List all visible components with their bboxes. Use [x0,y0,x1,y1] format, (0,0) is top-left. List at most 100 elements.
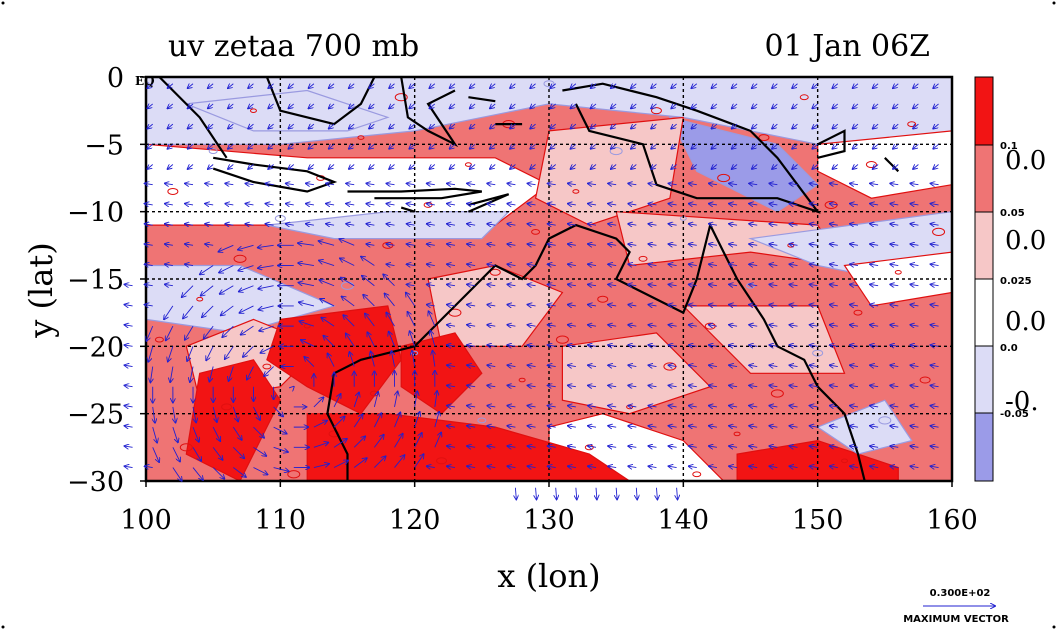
wind-vector [651,144,657,148]
wind-vector [125,325,133,326]
wind-vector [608,365,617,366]
wind-vector [873,84,879,88]
wind-vector [247,366,254,380]
wind-vector [507,264,516,265]
wind-vector [309,124,315,128]
wind-vector [386,224,395,225]
wind-vector [323,336,335,347]
wind-vector [628,264,637,265]
wind-vector [528,244,536,245]
wind-vector [165,183,173,184]
wind-vector [209,366,214,382]
wind-vector [689,466,697,467]
wind-vector [313,443,328,448]
wind-vector [192,467,203,480]
wind-vector [709,365,717,366]
wind-vector [677,487,678,500]
wind-vector [507,183,516,184]
wind-vector [893,84,899,88]
wind-vector [530,124,536,128]
wind-vector [712,124,718,128]
wind-vector [168,165,174,169]
contour-blob [208,148,218,154]
wind-vector [329,144,335,148]
wind-vector [691,165,698,169]
wind-vector [487,385,496,386]
wind-vector [588,345,597,346]
contour-blob [518,377,526,383]
wind-vector [204,325,214,339]
wind-vector [147,144,154,148]
wind-vector [712,165,718,169]
wind-vector [931,224,939,225]
wind-vector [648,284,657,285]
wind-vector [125,385,133,386]
wind-vector [890,406,899,407]
wind-vector [648,325,657,326]
wind-vector [571,165,577,169]
wind-vector [288,104,295,108]
wind-vector [299,283,315,287]
wind-vector [550,104,557,108]
wind-vector [931,365,939,366]
wind-vector [611,144,617,148]
wind-vector [125,345,133,346]
wind-vector [407,204,415,205]
wind-vector [910,426,919,427]
wind-vector [550,84,557,88]
wind-vector [729,426,738,427]
wind-vector [691,84,698,88]
wind-vector [890,305,899,306]
wind-vector [299,302,315,307]
wind-vector [447,183,456,184]
wind-vector [769,284,778,285]
wind-vector [550,144,557,148]
wind-vector [228,144,234,148]
wind-vector [648,385,657,386]
wind-vector [669,466,677,467]
wind-vector [588,204,597,205]
wind-vector [749,305,758,306]
wind-vector [168,124,174,128]
wind-vector [288,84,295,88]
wind-vector [910,446,919,447]
wind-vector [671,104,677,108]
contour-blob [812,349,824,357]
wind-vector [447,204,456,205]
wind-vector [931,264,939,265]
wind-vector [648,426,657,427]
wind-vector [709,224,717,225]
wind-vector [830,224,838,225]
wind-vector [651,84,657,88]
wind-vector [333,461,348,468]
wind-vector [709,426,717,427]
y-tick-label: −5 [84,130,124,161]
wind-vector [568,406,576,407]
wind-vector [712,84,718,88]
wind-vector [150,366,152,383]
x-tick-label: 150 [792,505,844,536]
wind-vector [769,345,778,346]
wind-vector [648,224,657,225]
wind-vector [651,165,657,169]
wind-vector [913,84,919,88]
contour-blob [167,187,179,195]
wind-vector [769,365,778,366]
wind-vector [729,385,738,386]
wind-vector [709,183,717,184]
wind-vector [850,426,859,427]
contour-blob [328,430,340,438]
wind-vector [671,124,677,128]
wind-vector [208,165,214,169]
contour-blob [609,146,623,156]
wind-vector [890,183,899,184]
wind-vector [568,183,576,184]
wind-vector [752,104,758,108]
wind-vector [749,264,758,265]
wind-vector [548,406,556,407]
wind-vector [729,365,738,366]
wind-vector [185,244,194,245]
wind-vector [333,417,345,428]
wind-vector [507,466,516,467]
wind-vector [893,144,899,148]
